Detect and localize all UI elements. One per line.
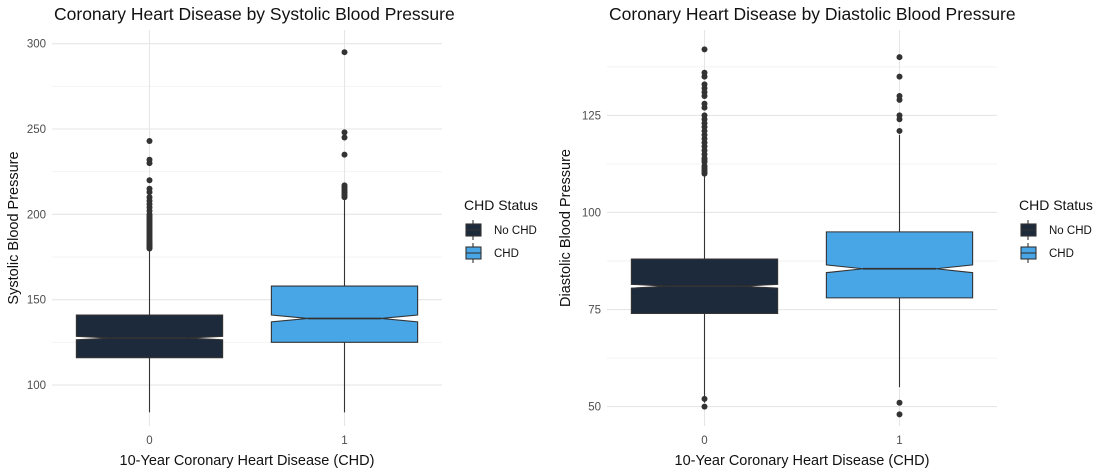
y-tick-label: 50 <box>588 402 601 414</box>
x-tick-label: 0 <box>701 435 707 447</box>
diastolic-chart-panel: 50 75 100 125 0 1 Coronary Heart Disease by Di… <box>555 0 1111 475</box>
x-tick-label: 1 <box>341 435 347 447</box>
outlier-point <box>146 194 153 201</box>
y-tick-label: 100 <box>27 380 46 392</box>
y-tick-label: 150 <box>27 295 46 307</box>
outlier-point <box>701 395 708 402</box>
outlier-point <box>146 177 153 184</box>
box-1 <box>825 231 974 299</box>
x-tick-label: 1 <box>896 435 902 447</box>
legend-label: CHD <box>1049 248 1074 260</box>
outlier-point <box>146 156 153 163</box>
outlier-point <box>701 403 708 410</box>
x-axis-title: 10-Year Coronary Heart Disease (CHD) <box>120 453 375 469</box>
outlier-point <box>341 49 348 56</box>
y-axis-title: Systolic Blood Pressure <box>6 151 22 304</box>
outlier-point <box>896 93 903 99</box>
legend-title: CHD Status <box>1019 197 1093 213</box>
diastolic-boxplot-chart: 50 75 100 125 0 1 Coronary Heart Disease by Di… <box>558 4 1093 469</box>
outlier-point <box>341 129 348 136</box>
outlier-point <box>341 134 348 141</box>
legend-label: No CHD <box>1049 225 1092 237</box>
outlier-point <box>146 185 153 192</box>
outlier-point <box>896 73 903 80</box>
x-tick-label: 0 <box>146 435 152 447</box>
y-tick-label: 300 <box>27 39 46 51</box>
y-tick-label: 200 <box>27 209 46 221</box>
outlier-point <box>701 100 708 107</box>
chart-title: Coronary Heart Disease by Diastolic Bloo… <box>609 4 1016 24</box>
outlier-point <box>896 399 903 406</box>
systolic-chart-panel: 100 150 200 250 300 0 1 Coronary Heart Disease … <box>0 0 555 475</box>
outlier-point <box>341 151 348 158</box>
outlier-point <box>896 112 903 119</box>
systolic-boxplot-chart: 100 150 200 250 300 0 1 Coronary Heart Disease … <box>6 4 538 469</box>
outlier-point <box>701 46 708 53</box>
outlier-point <box>896 54 903 61</box>
outlier-point <box>146 137 153 144</box>
y-tick-label: 250 <box>27 124 46 136</box>
x-axis-title: 10-Year Coronary Heart Disease (CHD) <box>675 453 930 469</box>
chart-title: Coronary Heart Disease by Systolic Blood… <box>54 4 455 24</box>
y-tick-label: 100 <box>582 207 601 219</box>
y-axis-title: Diastolic Blood Pressure <box>558 149 574 307</box>
box-0 <box>75 314 224 359</box>
y-tick-label: 75 <box>588 305 601 317</box>
outlier-point <box>701 81 708 88</box>
legend-title: CHD Status <box>464 197 538 213</box>
outlier-point <box>341 182 348 189</box>
outlier-point <box>896 411 903 418</box>
outlier-point <box>701 69 708 76</box>
y-tick-label: 125 <box>582 110 601 122</box>
box-1 <box>270 285 419 343</box>
legend-label: No CHD <box>494 225 537 237</box>
legend-label: CHD <box>494 248 519 260</box>
outlier-point <box>701 112 708 119</box>
outlier-point <box>896 127 903 134</box>
